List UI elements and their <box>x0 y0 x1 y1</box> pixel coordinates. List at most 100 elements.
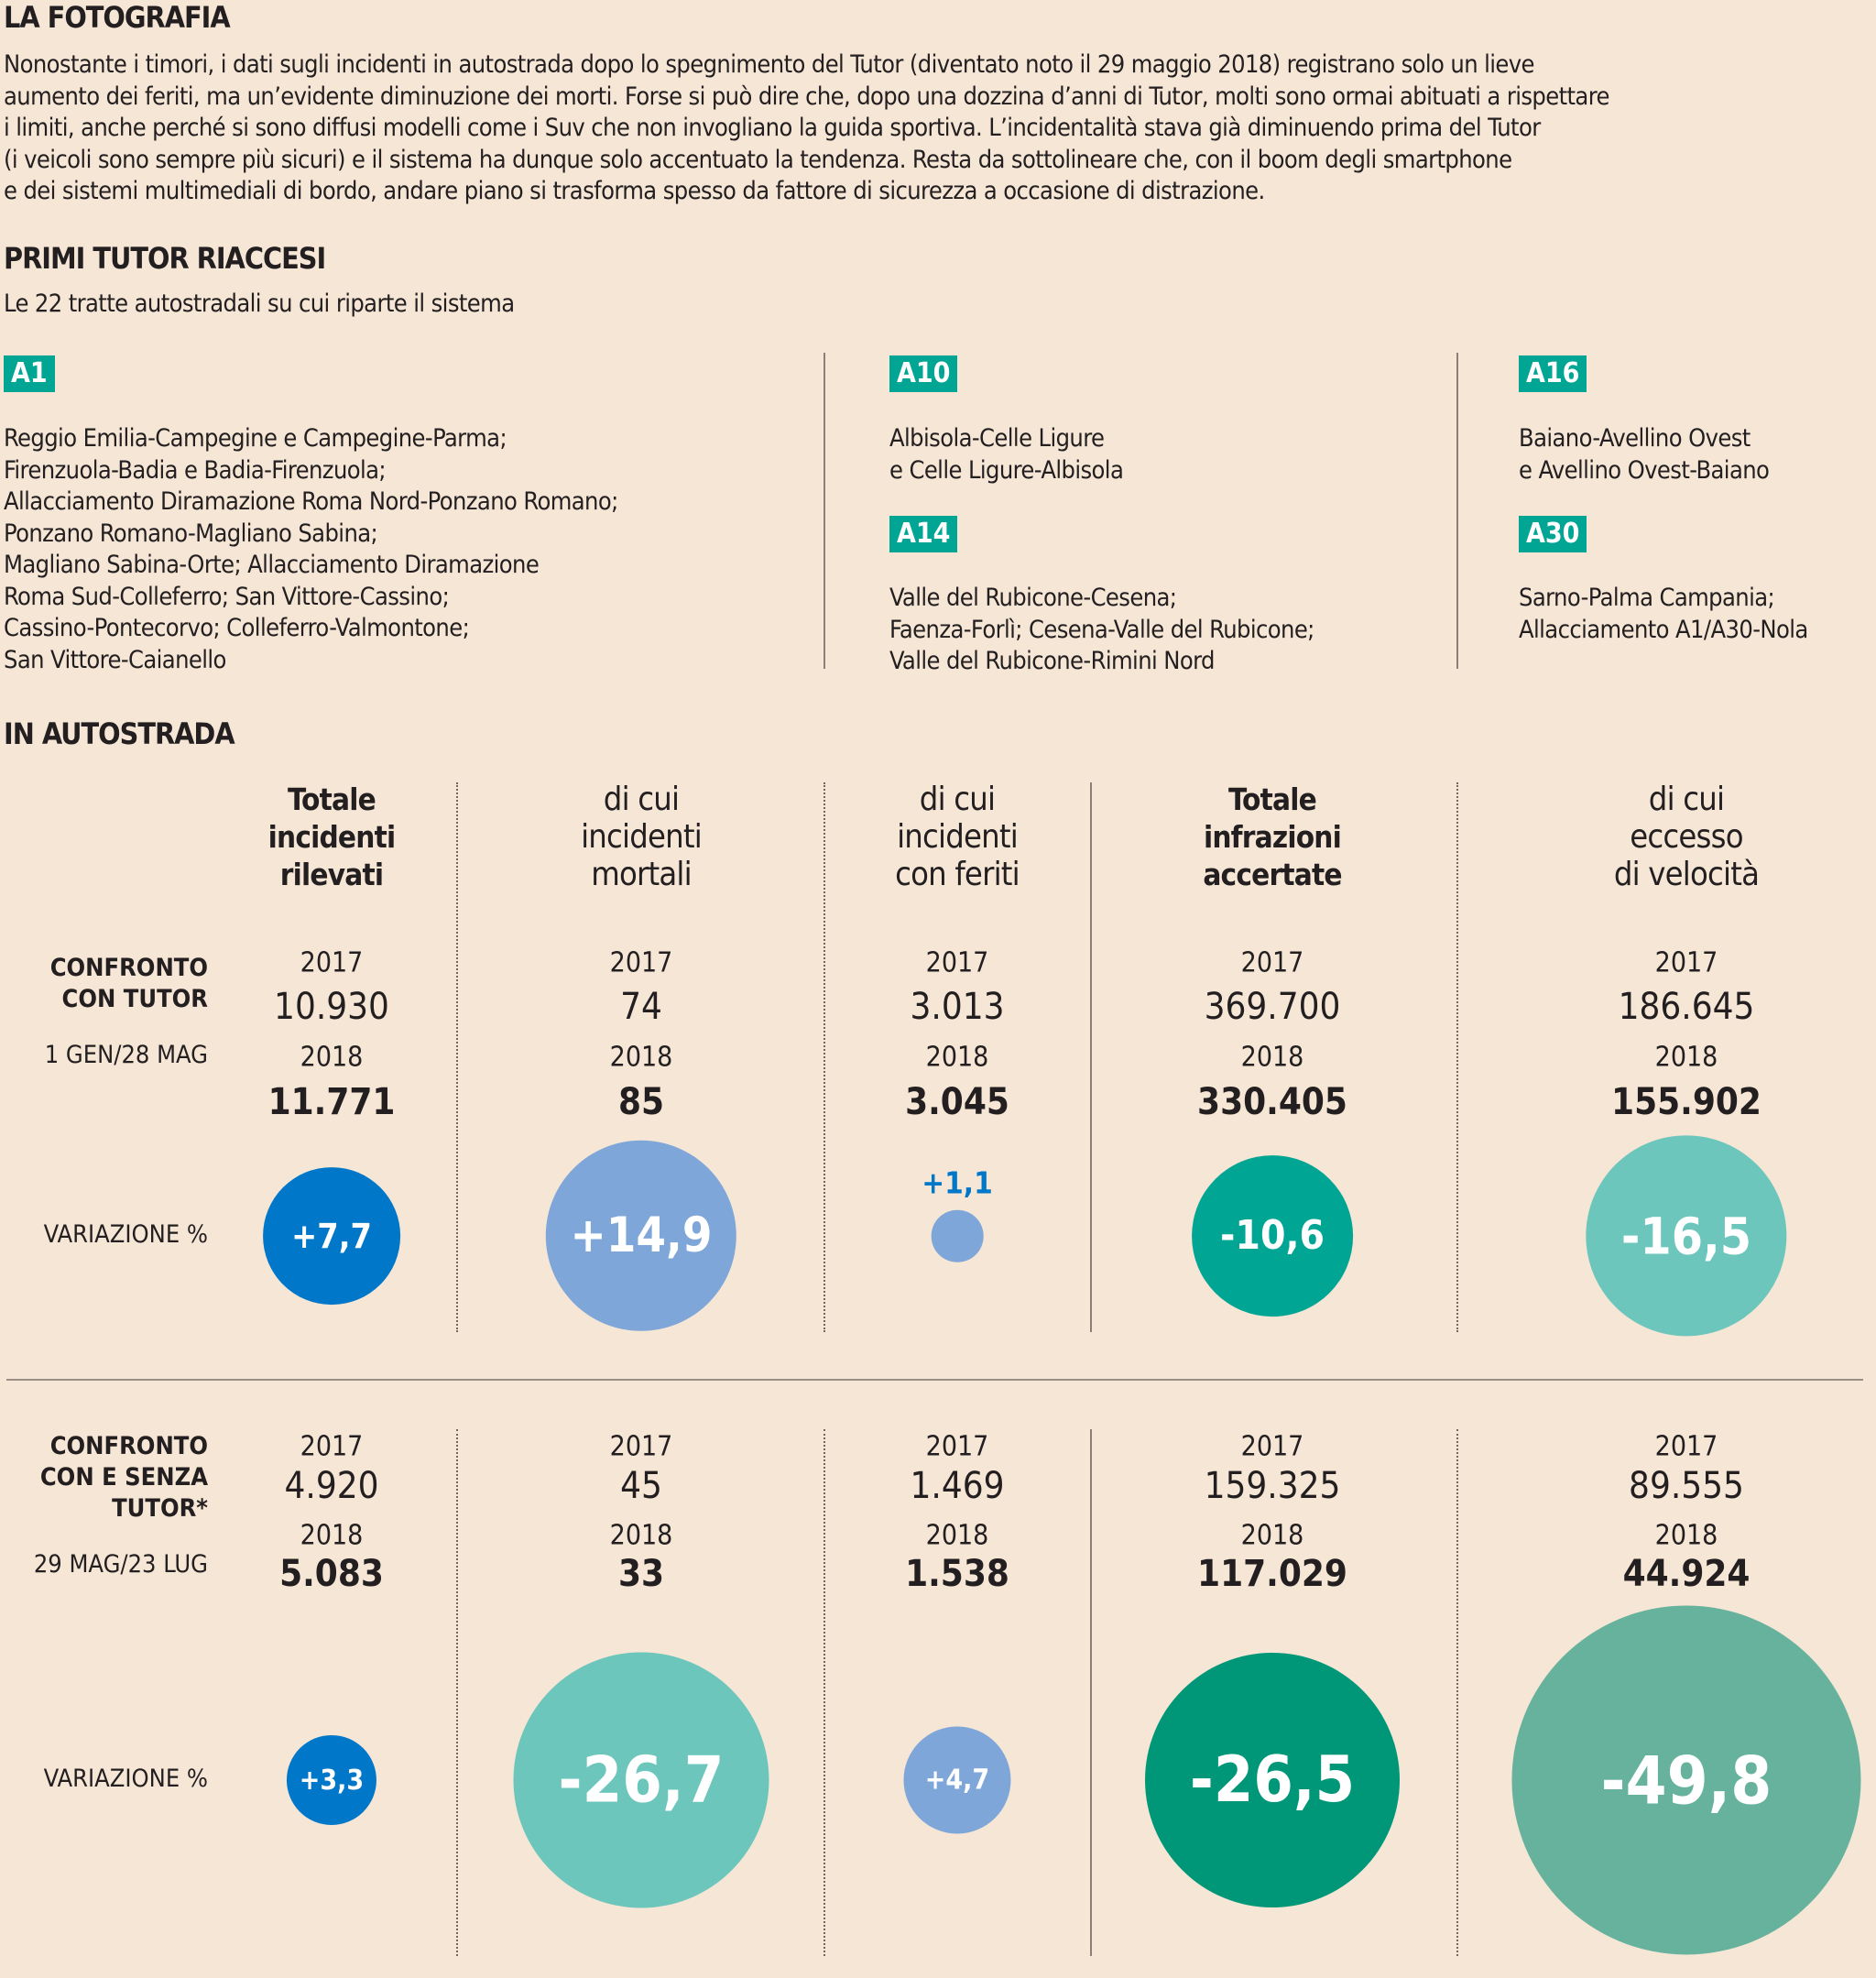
column-header-line: Totale <box>1227 781 1317 817</box>
variation-value: +14,9 <box>570 1208 713 1263</box>
year-2018-label: 2018 <box>609 1519 673 1552</box>
value-2018: 3.045 <box>905 1081 1009 1123</box>
route-line: Allacciamento Diramazione Roma Nord-Ponz… <box>4 487 618 516</box>
column-header-line: con feriti <box>895 856 1020 893</box>
tutor-subtitle: Le 22 tratte autostradali su cui riparte… <box>4 290 515 318</box>
variation-value: -10,6 <box>1220 1212 1325 1260</box>
variation-value: -26,7 <box>558 1743 725 1818</box>
value-2017: 369.700 <box>1204 986 1341 1028</box>
variation-bubble: -26,5 <box>1145 1653 1400 1907</box>
column-header-line: infrazioni <box>1203 819 1342 855</box>
route-line: Roma Sud-Colleferro; San Vittore-Cassino… <box>4 582 450 611</box>
row-period: 1 GEN/28 MAG <box>44 1041 208 1069</box>
column-divider <box>1456 1429 1458 1956</box>
row-label-line: CONFRONTO <box>49 1432 208 1460</box>
column-divider <box>1090 782 1092 1332</box>
value-2017: 186.645 <box>1618 986 1755 1028</box>
variation-label: VARIAZIONE % <box>43 1220 208 1249</box>
column-header-line: rilevati <box>279 857 384 892</box>
row-separator <box>6 1379 1863 1381</box>
column-header-line: accertate <box>1203 857 1342 892</box>
year-2017-label: 2017 <box>609 946 673 979</box>
variation-bubble: +14,9 <box>545 1140 737 1332</box>
year-2017-label: 2017 <box>609 1430 673 1463</box>
variation-value: -16,5 <box>1620 1207 1752 1265</box>
year-2017-label: 2017 <box>300 1430 364 1463</box>
paragraph-line: (i veicoli sono sempre più sicuri) e il … <box>4 145 1512 174</box>
column-divider <box>456 1429 458 1956</box>
variation-value: -26,5 <box>1189 1743 1356 1818</box>
year-2017-label: 2017 <box>1240 946 1304 979</box>
route-line: Reggio Emilia-Campegine e Campegine-Parm… <box>4 424 507 453</box>
year-2018-label: 2018 <box>1654 1041 1718 1074</box>
row-period: 29 MAG/23 LUG <box>33 1550 208 1579</box>
year-2018-label: 2018 <box>925 1041 989 1074</box>
year-2017-label: 2017 <box>925 1430 989 1463</box>
value-2017: 10.930 <box>274 986 389 1028</box>
column-divider <box>1090 1429 1092 1956</box>
variation-bubble: -16,5 <box>1586 1135 1787 1337</box>
route-list: Sarno-Palma Campania; Allacciamento A1/A3… <box>1519 583 1808 646</box>
route-line: Firenzuola-Badia e Badia-Firenzuola; <box>4 455 387 485</box>
section-title: IN AUTOSTRADA <box>4 716 235 751</box>
column-header-line: di cui <box>603 781 680 818</box>
year-2018-label: 2018 <box>925 1519 989 1552</box>
row-label: CONFRONTO CON TUTOR <box>50 953 208 1015</box>
road-badge-a30: A30 <box>1519 516 1587 552</box>
column-header-line: incidenti <box>267 819 397 855</box>
paragraph-line: e dei sistemi multimediali di bordo, and… <box>4 177 1265 205</box>
road-badge-a14: A14 <box>889 516 958 552</box>
paragraph-line: aumento dei feriti, ma un’evidente dimin… <box>4 82 1609 111</box>
value-2017: 74 <box>620 986 662 1028</box>
route-line: Allacciamento A1/A30-Nola <box>1519 615 1808 644</box>
route-line: Albisola-Celle Ligure <box>889 424 1105 453</box>
variation-bubble: +7,7 <box>263 1167 400 1305</box>
route-line: Cassino-Pontecorvo; Colleferro-Valmonton… <box>4 614 470 642</box>
value-2017: 45 <box>620 1465 662 1507</box>
column-header-line: di cui <box>919 781 996 818</box>
row-label-line: CON TUTOR <box>61 985 208 1013</box>
route-line: Faenza-Forlì; Cesena-Valle del Rubicone; <box>889 615 1314 644</box>
column-header-line: di velocità <box>1613 856 1760 893</box>
variation-bubble: -49,8 <box>1511 1605 1861 1955</box>
divider <box>823 353 825 669</box>
paragraph-line: Nonostante i timori, i dati sugli incide… <box>4 50 1534 79</box>
variation-value: +3,3 <box>299 1764 365 1797</box>
variation-bubble: +3,3 <box>286 1734 377 1826</box>
route-list: Reggio Emilia-Campegine e Campegine-Parm… <box>4 423 618 676</box>
column-divider <box>456 782 458 1332</box>
value-2018: 11.771 <box>267 1081 396 1123</box>
value-2018: 330.405 <box>1197 1081 1347 1123</box>
row-label-line: CONFRONTO <box>49 954 208 982</box>
column-header: Totale incidenti rilevati <box>194 781 469 893</box>
variation-value: +4,7 <box>924 1764 990 1797</box>
intro-paragraph: Nonostante i timori, i dati sugli incide… <box>4 49 1872 208</box>
route-list: Baiano-Avellino Ovest e Avellino Ovest-Ba… <box>1519 423 1770 486</box>
route-line: Sarno-Palma Campania; <box>1519 584 1775 612</box>
route-line: e Avellino Ovest-Baiano <box>1519 455 1770 485</box>
value-2017: 3.013 <box>910 986 1005 1028</box>
column-header: di cui incidenti con feriti <box>820 781 1095 893</box>
variation-value: +7,7 <box>291 1216 372 1256</box>
road-badge-a10: A10 <box>889 355 958 392</box>
year-2017-label: 2017 <box>300 946 364 979</box>
paragraph-line: i limiti, anche perché si sono diffusi m… <box>4 114 1541 142</box>
route-list: Albisola-Celle Ligure e Celle Ligure-Albi… <box>889 423 1124 486</box>
column-header-line: incidenti <box>581 818 703 856</box>
year-2018-label: 2018 <box>609 1041 673 1074</box>
road-badge-a16: A16 <box>1519 355 1587 392</box>
column-header: di cui eccesso di velocità <box>1549 781 1824 893</box>
row-label: CONFRONTO CON E SENZA TUTOR* <box>40 1431 208 1524</box>
value-2018: 1.538 <box>905 1553 1009 1595</box>
column-header-line: mortali <box>591 856 692 893</box>
route-line: Baiano-Avellino Ovest <box>1519 424 1751 453</box>
route-line: e Celle Ligure-Albisola <box>889 455 1124 485</box>
page-title: LA FOTOGRAFIA <box>4 0 231 35</box>
variation-value: -49,8 <box>1600 1742 1772 1819</box>
year-2017-label: 2017 <box>1654 946 1718 979</box>
column-header-line: eccesso <box>1630 818 1743 856</box>
row-label-line: CON E SENZA <box>39 1463 208 1492</box>
column-header-line: Totale <box>287 781 376 817</box>
variation-bubble: -10,6 <box>1192 1155 1353 1317</box>
road-badge-a1: A1 <box>4 355 55 392</box>
